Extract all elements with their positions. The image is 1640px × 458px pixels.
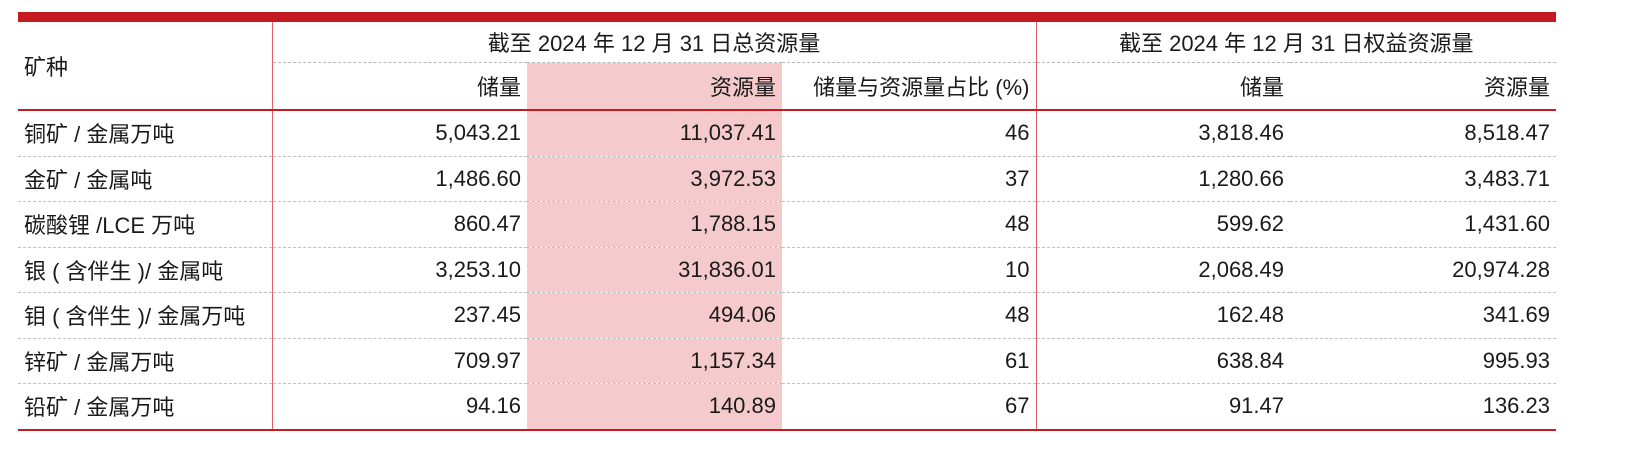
cell-ratio: 46 — [782, 110, 1036, 157]
cell-reserves: 860.47 — [271, 201, 527, 248]
table-row: 铜矿 / 金属万吨 5,043.21 11,037.41 46 3,818.46 8,51… — [18, 110, 1556, 157]
cell-resources: 140.89 — [527, 383, 782, 431]
table-row: 银 ( 含伴生 )/ 金属吨 3,253.10 31,836.01 10 2,068.4… — [18, 247, 1556, 293]
cell-equity-resources: 136.23 — [1290, 383, 1556, 431]
cell-ratio: 67 — [782, 383, 1036, 431]
header-row-groups: 矿种 截至 2024 年 12 月 31 日总资源量 截至 2024 年 12 … — [18, 22, 1556, 111]
cell-reserves: 3,253.10 — [271, 247, 527, 293]
mineral-name: 金矿 / 金属吨 — [18, 156, 272, 202]
table-row: 铅矿 / 金属万吨 94.16 140.89 67 91.47 136.23 — [18, 383, 1556, 431]
top-accent-bar — [18, 12, 1556, 22]
cell-resources: 11,037.41 — [527, 110, 782, 157]
table-row: 碳酸锂 /LCE 万吨 860.47 1,788.15 48 599.62 1,431.6… — [18, 201, 1556, 248]
cell-resources: 494.06 — [527, 292, 782, 339]
col-header-ratio: 储量与资源量占比 (%) — [782, 62, 1036, 111]
cell-equity-reserves: 599.62 — [1035, 201, 1290, 248]
mineral-name: 铅矿 / 金属万吨 — [18, 383, 272, 431]
group-header-equity: 截至 2024 年 12 月 31 日权益资源量 — [1035, 22, 1556, 63]
cell-equity-reserves: 638.84 — [1035, 338, 1290, 384]
cell-reserves: 5,043.21 — [271, 110, 527, 157]
mineral-name: 碳酸锂 /LCE 万吨 — [18, 201, 272, 248]
cell-resources: 3,972.53 — [527, 156, 782, 202]
cell-equity-resources: 3,483.71 — [1290, 156, 1556, 202]
table-row: 锌矿 / 金属万吨 709.97 1,157.34 61 638.84 995.93 — [18, 338, 1556, 384]
cell-ratio: 48 — [782, 292, 1036, 339]
group-header-total: 截至 2024 年 12 月 31 日总资源量 — [271, 22, 1036, 63]
header-row-columns: 储量 资源量 储量与资源量占比 (%) 储量 资源量 — [18, 62, 1556, 111]
cell-equity-reserves: 162.48 — [1035, 292, 1290, 339]
col-header-reserves: 储量 — [271, 62, 527, 111]
cell-ratio: 37 — [782, 156, 1036, 202]
cell-equity-reserves: 2,068.49 — [1035, 247, 1290, 293]
cell-reserves: 237.45 — [271, 292, 527, 339]
cell-equity-resources: 1,431.60 — [1290, 201, 1556, 248]
cell-equity-resources: 341.69 — [1290, 292, 1556, 339]
mineral-name: 铜矿 / 金属万吨 — [18, 110, 272, 157]
table-row: 金矿 / 金属吨 1,486.60 3,972.53 37 1,280.66 3,483.… — [18, 156, 1556, 202]
cell-resources: 31,836.01 — [527, 247, 782, 293]
table-row: 钼 ( 含伴生 )/ 金属万吨 237.45 494.06 48 162.48 341.6… — [18, 292, 1556, 339]
cell-equity-reserves: 91.47 — [1035, 383, 1290, 431]
cell-reserves: 709.97 — [271, 338, 527, 384]
mineral-name: 钼 ( 含伴生 )/ 金属万吨 — [18, 292, 272, 339]
mineral-name: 锌矿 / 金属万吨 — [18, 338, 272, 384]
cell-equity-resources: 8,518.47 — [1290, 110, 1556, 157]
col-header-equity-reserves: 储量 — [1035, 62, 1290, 111]
cell-equity-reserves: 1,280.66 — [1035, 156, 1290, 202]
cell-ratio: 61 — [782, 338, 1036, 384]
cell-resources: 1,157.34 — [527, 338, 782, 384]
mineral-resources-table: 矿种 截至 2024 年 12 月 31 日总资源量 截至 2024 年 12 … — [18, 22, 1556, 431]
col-header-resources: 资源量 — [527, 62, 782, 111]
cell-equity-resources: 995.93 — [1290, 338, 1556, 384]
cell-resources: 1,788.15 — [527, 201, 782, 248]
cell-ratio: 10 — [782, 247, 1036, 293]
cell-equity-resources: 20,974.28 — [1290, 247, 1556, 293]
cell-reserves: 1,486.60 — [271, 156, 527, 202]
cell-reserves: 94.16 — [271, 383, 527, 431]
col-header-equity-resources: 资源量 — [1290, 62, 1556, 111]
cell-ratio: 48 — [782, 201, 1036, 248]
cell-equity-reserves: 3,818.46 — [1035, 110, 1290, 157]
mineral-header: 矿种 — [18, 22, 272, 111]
mineral-name: 银 ( 含伴生 )/ 金属吨 — [18, 247, 272, 293]
